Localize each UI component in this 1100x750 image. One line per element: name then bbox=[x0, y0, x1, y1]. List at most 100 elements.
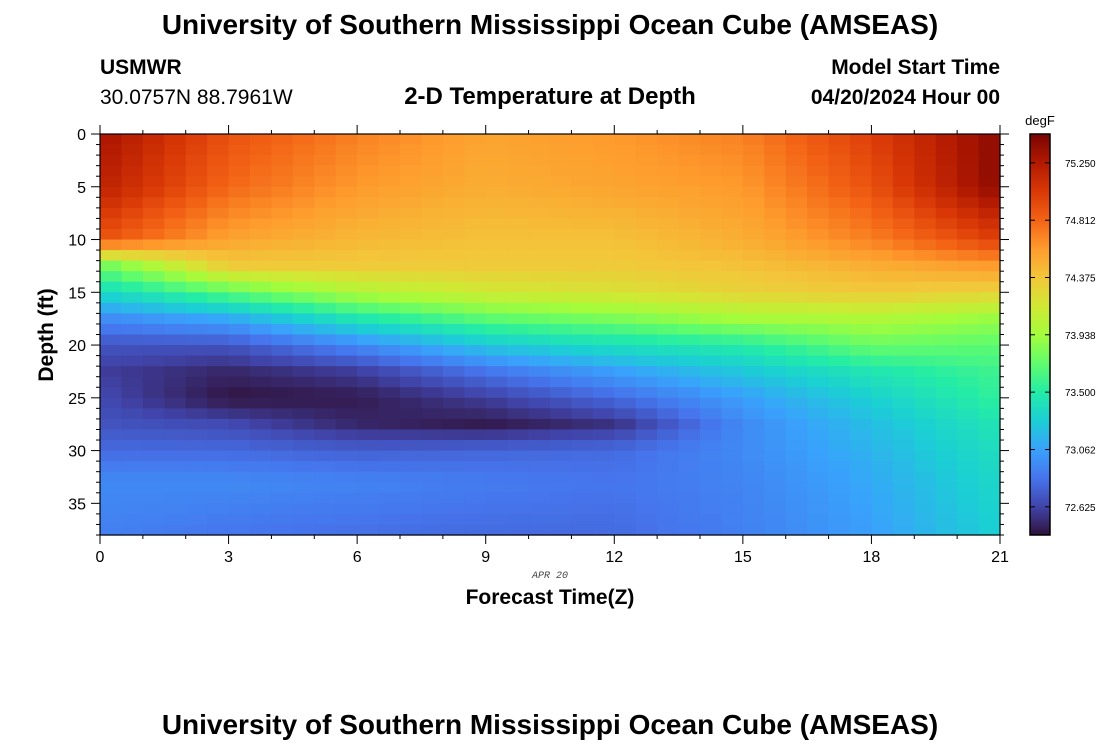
heatmap-cell bbox=[614, 260, 637, 272]
heatmap-cell bbox=[421, 155, 444, 167]
heatmap-cell bbox=[678, 281, 701, 293]
heatmap-cell bbox=[978, 461, 1001, 473]
heatmap-cell bbox=[657, 165, 680, 177]
heatmap-cell bbox=[592, 450, 615, 462]
heatmap-cell bbox=[700, 155, 723, 167]
heatmap-cell bbox=[335, 492, 358, 504]
heatmap-cell bbox=[314, 482, 337, 494]
heatmap-cell bbox=[314, 186, 337, 198]
heatmap-cell bbox=[742, 440, 765, 452]
heatmap-cell bbox=[485, 524, 508, 536]
heatmap-cell bbox=[421, 503, 444, 515]
heatmap-cell bbox=[742, 334, 765, 346]
heatmap-cell bbox=[378, 397, 401, 409]
heatmap-cell bbox=[764, 313, 787, 325]
heatmap-cell bbox=[357, 228, 380, 241]
heatmap-cell bbox=[742, 176, 765, 188]
heatmap-cell bbox=[271, 513, 294, 526]
heatmap-cell bbox=[378, 271, 401, 283]
heatmap-cell bbox=[442, 450, 465, 462]
heatmap-cell bbox=[571, 503, 594, 515]
heatmap-cell bbox=[528, 302, 551, 314]
heatmap-cell bbox=[892, 376, 915, 388]
heatmap-cell bbox=[378, 482, 401, 494]
heatmap-cell bbox=[314, 418, 337, 431]
heatmap-cell bbox=[700, 186, 723, 198]
heatmap-cell bbox=[614, 334, 637, 346]
heatmap-cell bbox=[185, 218, 208, 230]
heatmap-cell bbox=[292, 176, 315, 188]
heatmap-cell bbox=[764, 207, 787, 220]
heatmap-cell bbox=[700, 513, 723, 526]
heatmap-cell bbox=[935, 429, 958, 441]
heatmap-cell bbox=[207, 450, 230, 462]
heatmap-cell bbox=[335, 218, 358, 230]
heatmap-cell bbox=[228, 492, 251, 504]
heatmap-cell bbox=[742, 155, 765, 167]
heatmap-cell bbox=[335, 134, 358, 146]
heatmap-cell bbox=[357, 334, 380, 346]
heatmap-cell bbox=[400, 397, 423, 409]
heatmap-cell bbox=[142, 440, 165, 452]
heatmap-cell bbox=[378, 144, 401, 156]
heatmap-cell bbox=[164, 440, 187, 452]
heatmap-cell bbox=[657, 271, 680, 283]
heatmap-cell bbox=[592, 250, 615, 262]
heatmap-cell bbox=[335, 397, 358, 409]
x-tick-label: 12 bbox=[605, 549, 623, 566]
heatmap-cell bbox=[678, 461, 701, 473]
heatmap-cell bbox=[657, 186, 680, 198]
heatmap-cell bbox=[614, 292, 637, 304]
heatmap-cell bbox=[507, 408, 530, 420]
heatmap-cell bbox=[314, 176, 337, 188]
heatmap-cell bbox=[485, 418, 508, 431]
heatmap-cell bbox=[485, 345, 508, 357]
heatmap-cell bbox=[571, 482, 594, 494]
heatmap-cell bbox=[442, 376, 465, 388]
heatmap-cell bbox=[485, 450, 508, 462]
heatmap-cell bbox=[207, 260, 230, 272]
heatmap-cell bbox=[314, 281, 337, 293]
heatmap-cell bbox=[914, 144, 937, 156]
heatmap-cell bbox=[957, 134, 980, 146]
heatmap-cell bbox=[357, 397, 380, 409]
heatmap-cell bbox=[185, 397, 208, 409]
heatmap-cell bbox=[528, 440, 551, 452]
colorbar-unit-label: degF bbox=[1025, 113, 1055, 128]
heatmap-cell bbox=[892, 250, 915, 262]
heatmap-cell bbox=[550, 271, 573, 283]
heatmap-cell bbox=[935, 165, 958, 177]
heatmap-cell bbox=[228, 524, 251, 536]
heatmap-cell bbox=[100, 260, 123, 272]
heatmap-cell bbox=[507, 440, 530, 452]
heatmap-cell bbox=[335, 461, 358, 473]
x-tick-label: 18 bbox=[863, 549, 881, 566]
heatmap-cell bbox=[185, 313, 208, 325]
heatmap-cell bbox=[764, 271, 787, 283]
heatmap-cell bbox=[592, 292, 615, 304]
heatmap-cell bbox=[592, 134, 615, 146]
heatmap-cell bbox=[700, 418, 723, 431]
heatmap-cell bbox=[335, 408, 358, 420]
colorbar-tick-label: 73.062 bbox=[1065, 446, 1096, 457]
heatmap-cell bbox=[914, 366, 937, 378]
heatmap-cell bbox=[785, 440, 808, 452]
heatmap-cell bbox=[228, 155, 251, 167]
heatmap-cell bbox=[400, 260, 423, 272]
heatmap-cell bbox=[378, 292, 401, 304]
heatmap-cell bbox=[764, 503, 787, 515]
heatmap-cell bbox=[957, 281, 980, 293]
heatmap-cell bbox=[142, 387, 165, 399]
heatmap-cell bbox=[871, 313, 894, 325]
heatmap-cell bbox=[871, 250, 894, 262]
heatmap-cell bbox=[978, 218, 1001, 230]
heatmap-cell bbox=[464, 271, 487, 283]
heatmap-cell bbox=[914, 134, 937, 146]
heatmap-cell bbox=[592, 429, 615, 441]
heatmap-cell bbox=[592, 176, 615, 188]
heatmap-cell bbox=[464, 471, 487, 483]
heatmap-cell bbox=[292, 313, 315, 325]
heatmap-cell bbox=[400, 239, 423, 251]
heatmap-cell bbox=[357, 239, 380, 251]
